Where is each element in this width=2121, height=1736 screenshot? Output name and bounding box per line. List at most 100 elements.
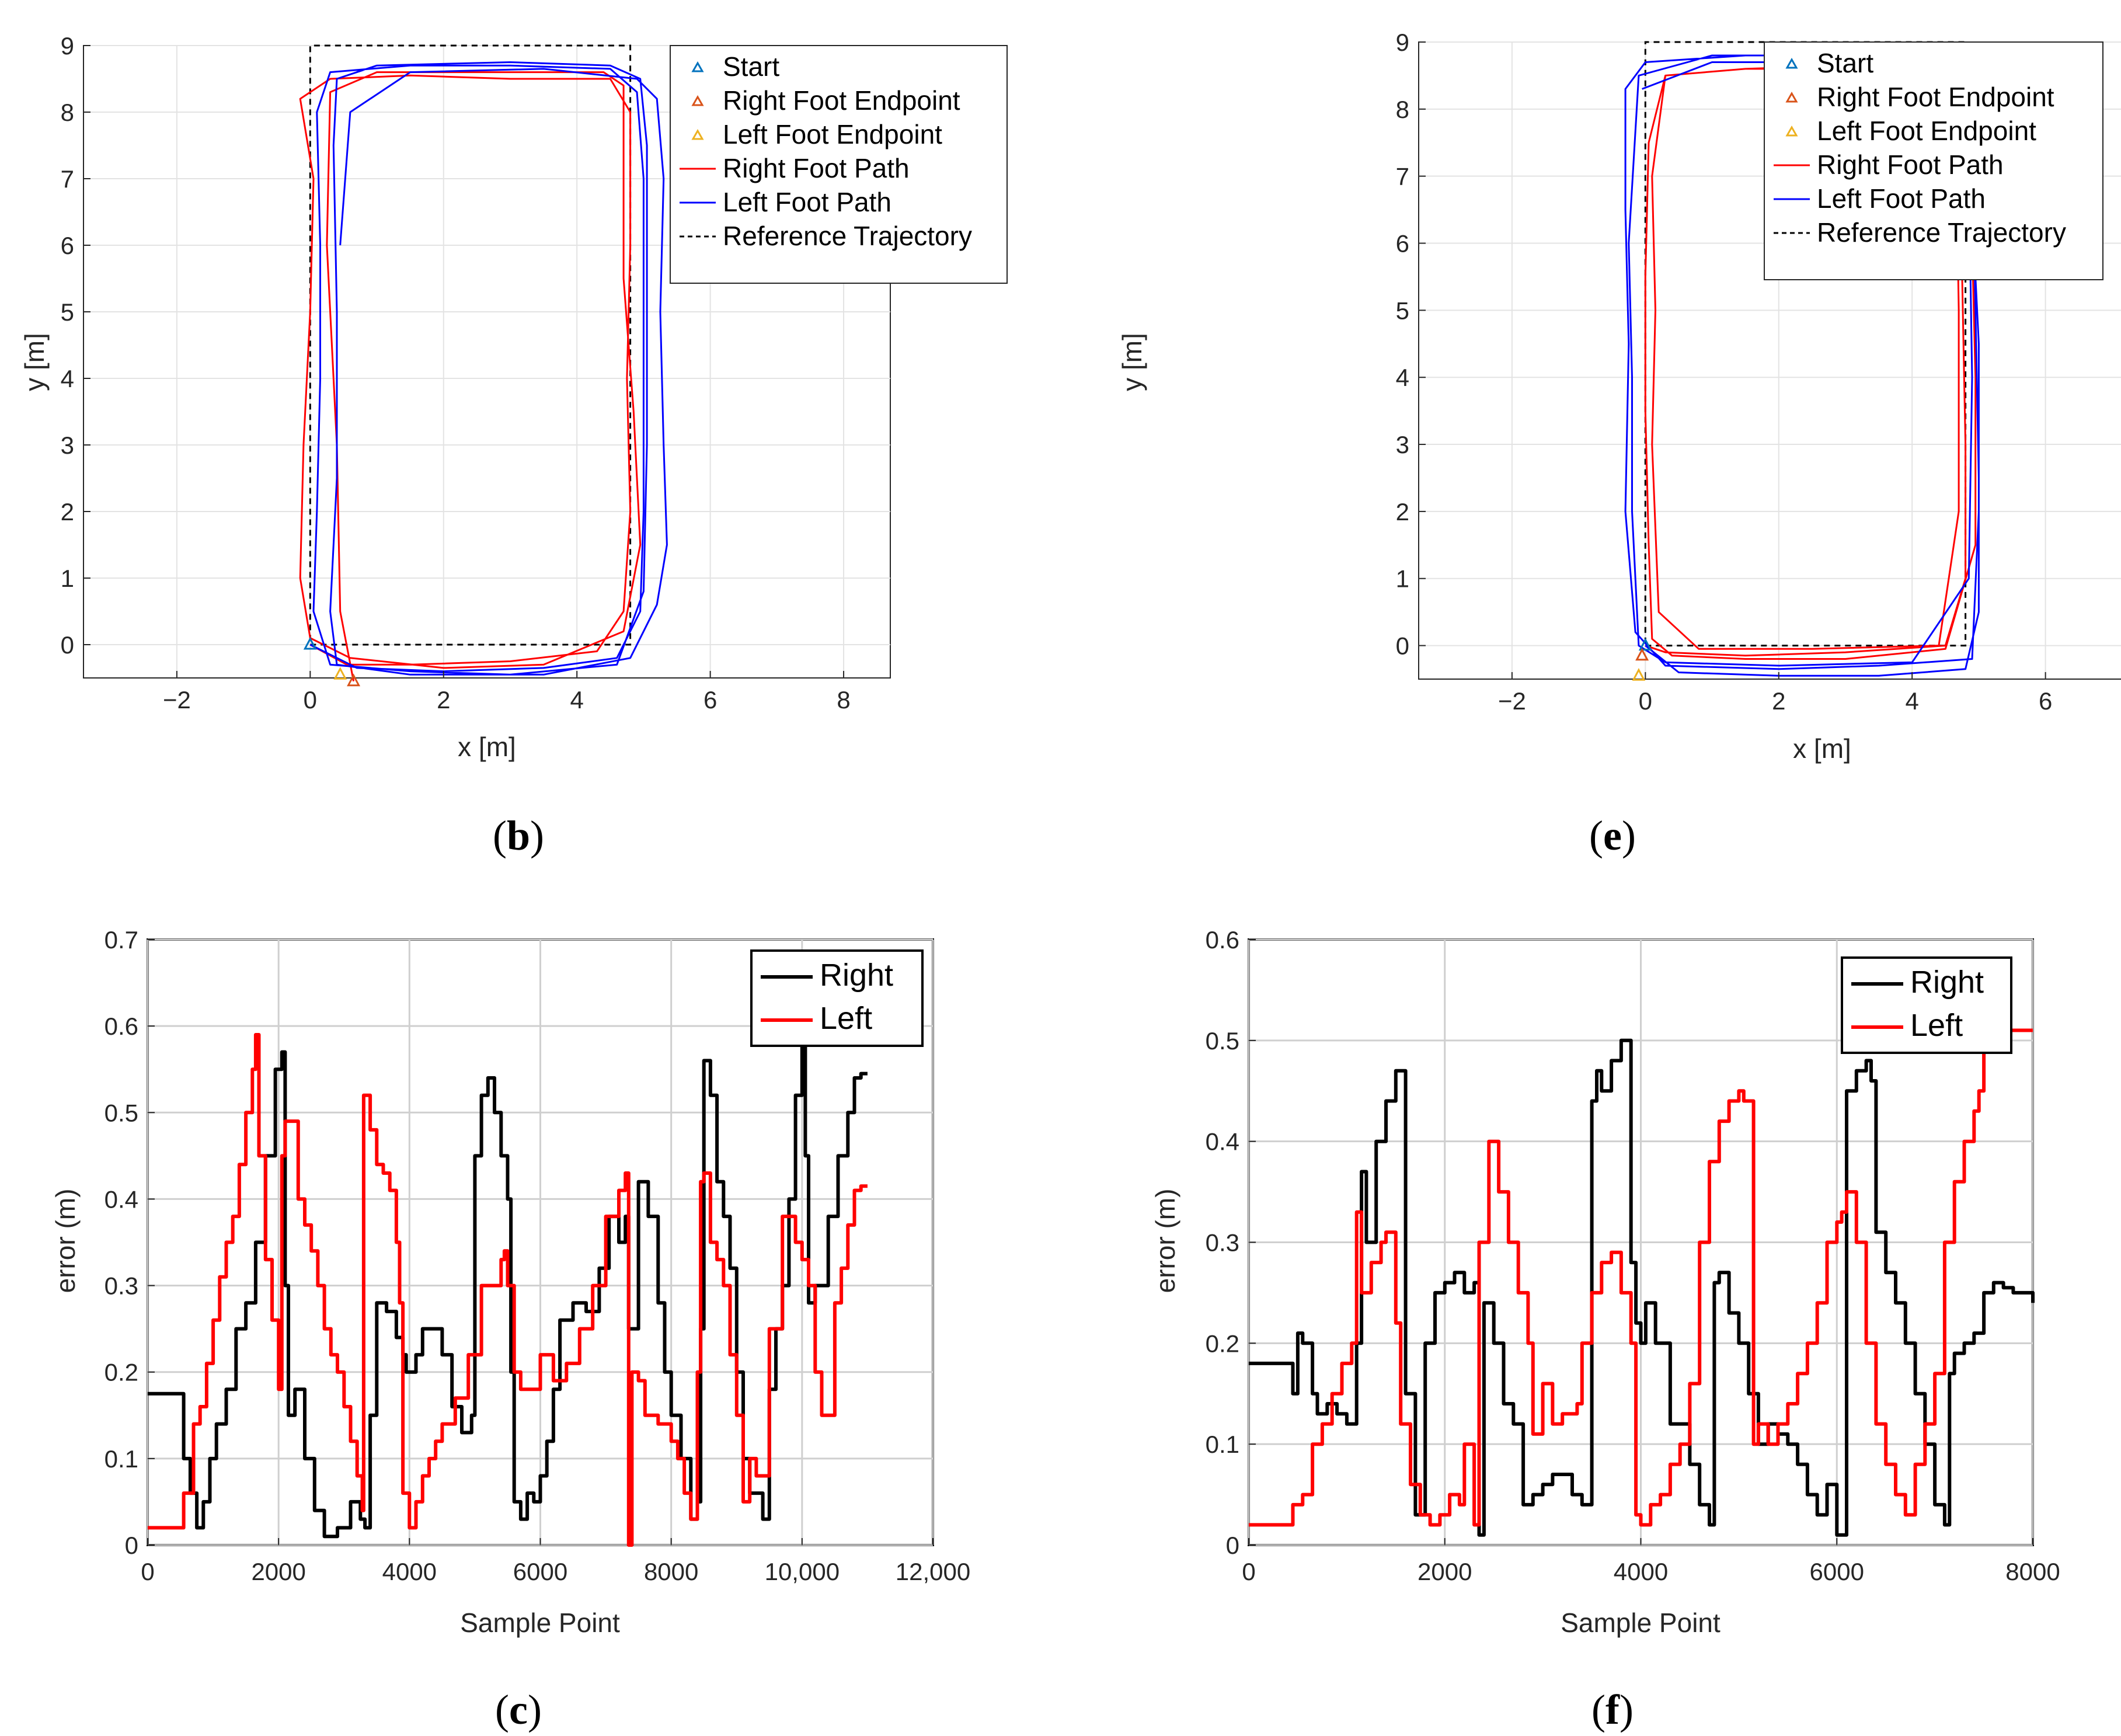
right-foot-path-line (1644, 64, 1977, 660)
x-tick-label: 2 (437, 686, 450, 714)
x-axis-label: Sample Point (460, 1608, 620, 1638)
y-tick-label: 9 (1396, 29, 1409, 56)
x-tick-label: 4 (570, 686, 584, 714)
y-tick-label: 0.2 (1206, 1330, 1239, 1357)
x-tick-label: 8000 (2005, 1558, 2060, 1585)
legend-label: Right Foot Endpoint (723, 85, 960, 116)
legend-label: Reference Trajectory (1817, 217, 2066, 248)
y-tick-label: 0 (1226, 1532, 1239, 1559)
x-tick-label: 4000 (1614, 1558, 1668, 1585)
right-foot-endpoint-marker (347, 673, 361, 687)
y-tick-label: 4 (61, 365, 74, 392)
legend-label: Left (1910, 1008, 1963, 1043)
x-tick-label: 6 (2039, 687, 2052, 715)
x-tick-label: −2 (1498, 687, 1526, 715)
legend-label: Left Foot Path (1817, 183, 1986, 214)
y-tick-label: 0.4 (105, 1185, 138, 1213)
left-foot-endpoint-marker (333, 667, 347, 680)
legend-box (1764, 41, 2103, 280)
y-tick-label: 0.2 (105, 1359, 138, 1386)
left-line (148, 1033, 868, 1547)
legend-label: Left (820, 1001, 872, 1036)
reference-trajectory-line (309, 44, 632, 646)
y-tick-label: 6 (61, 232, 74, 259)
y-tick-label: 0.1 (1206, 1431, 1239, 1458)
right-line (1249, 1038, 2035, 1537)
left-foot-path-line (309, 61, 668, 676)
legend-label: Right (820, 958, 893, 993)
legend-marker (1785, 91, 1798, 103)
x-axis-label: Sample Point (1561, 1608, 1721, 1638)
endpoint-markers (1632, 638, 1652, 681)
left-line (1249, 1028, 2033, 1527)
start-marker (303, 636, 317, 650)
path-series (299, 61, 668, 681)
caption-letter: b (507, 812, 530, 859)
x-tick-label: 0 (304, 686, 317, 714)
y-tick-label: 8 (61, 99, 74, 126)
legend-label: Right Foot Path (1817, 149, 2004, 180)
left-foot-endpoint-marker (1632, 668, 1646, 681)
legend-box (1841, 956, 2012, 1054)
caption-letter: f (1605, 1686, 1620, 1733)
y-tick-label: 0.5 (105, 1099, 138, 1126)
legend-label: Right (1910, 965, 1984, 1000)
y-tick-label: 1 (1396, 565, 1409, 593)
y-axis-label: error (m) (50, 1189, 81, 1293)
endpoint-markers (303, 636, 361, 687)
reference-trajectory (309, 44, 632, 646)
y-tick-label: 2 (1396, 498, 1409, 526)
y-axis-label: y [m] (1117, 333, 1147, 391)
x-tick-label: 6 (703, 686, 717, 714)
legend-box (670, 45, 1008, 284)
y-tick-label: 0.5 (1206, 1027, 1239, 1055)
y-tick-label: 6 (1396, 230, 1409, 258)
x-tick-label: −2 (163, 686, 191, 714)
y-tick-label: 0.6 (105, 1013, 138, 1040)
y-tick-label: 0.3 (105, 1272, 138, 1300)
caption-e: (e) (1589, 812, 1636, 859)
legend-marker (691, 61, 704, 72)
tick-labels: 0 2000 4000 6000 8000 0 0.1 0.2 0.3 0.4 0.5 0.6 (1206, 926, 2060, 1585)
legend-label: Left Foot Endpoint (1817, 116, 2036, 146)
legend-entries: Right Left (1851, 965, 1984, 1043)
path-series (1624, 54, 1980, 677)
tick-labels: −2 0 2 4 6 8 0 1 2 3 4 5 6 7 8 9 (61, 32, 851, 714)
y-tick-label: 0.4 (1206, 1128, 1239, 1156)
y-axis-label: y [m] (19, 333, 50, 391)
right-foot-path-line (299, 71, 642, 681)
x-axis-label: x [m] (1793, 733, 1851, 764)
caption-c: (c) (495, 1686, 542, 1733)
y-tick-label: 0 (61, 631, 74, 659)
x-tick-label: 10,000 (765, 1558, 840, 1585)
x-axis-label: x [m] (458, 732, 516, 762)
y-tick-label: 2 (61, 498, 74, 526)
x-tick-label: 2000 (251, 1558, 305, 1585)
y-tick-label: 0.6 (1206, 926, 1239, 954)
y-tick-label: 8 (1396, 96, 1409, 123)
panel-f-error: 0 2000 4000 6000 8000 0 0.1 0.2 0.3 0.4 0.5 0.6 Sam… (1150, 926, 2060, 1733)
y-tick-label: 0.3 (1206, 1229, 1239, 1257)
x-tick-label: 0 (1639, 687, 1652, 715)
y-tick-label: 0 (125, 1532, 138, 1559)
caption-letter: c (509, 1686, 528, 1733)
y-tick-label: 0.7 (105, 926, 138, 954)
y-tick-label: 0.1 (105, 1445, 138, 1473)
y-tick-label: 3 (1396, 431, 1409, 458)
legend-marker (691, 95, 704, 106)
x-tick-label: 4 (1906, 687, 1919, 715)
x-tick-label: 6000 (513, 1558, 567, 1585)
x-tick-label: 6000 (1810, 1558, 1864, 1585)
legend: Right Left (1841, 956, 2012, 1054)
y-tick-label: 3 (61, 432, 74, 459)
y-tick-label: 7 (1396, 163, 1409, 190)
legend-label: Reference Trajectory (723, 221, 972, 251)
y-axis-label: error (m) (1150, 1189, 1180, 1293)
